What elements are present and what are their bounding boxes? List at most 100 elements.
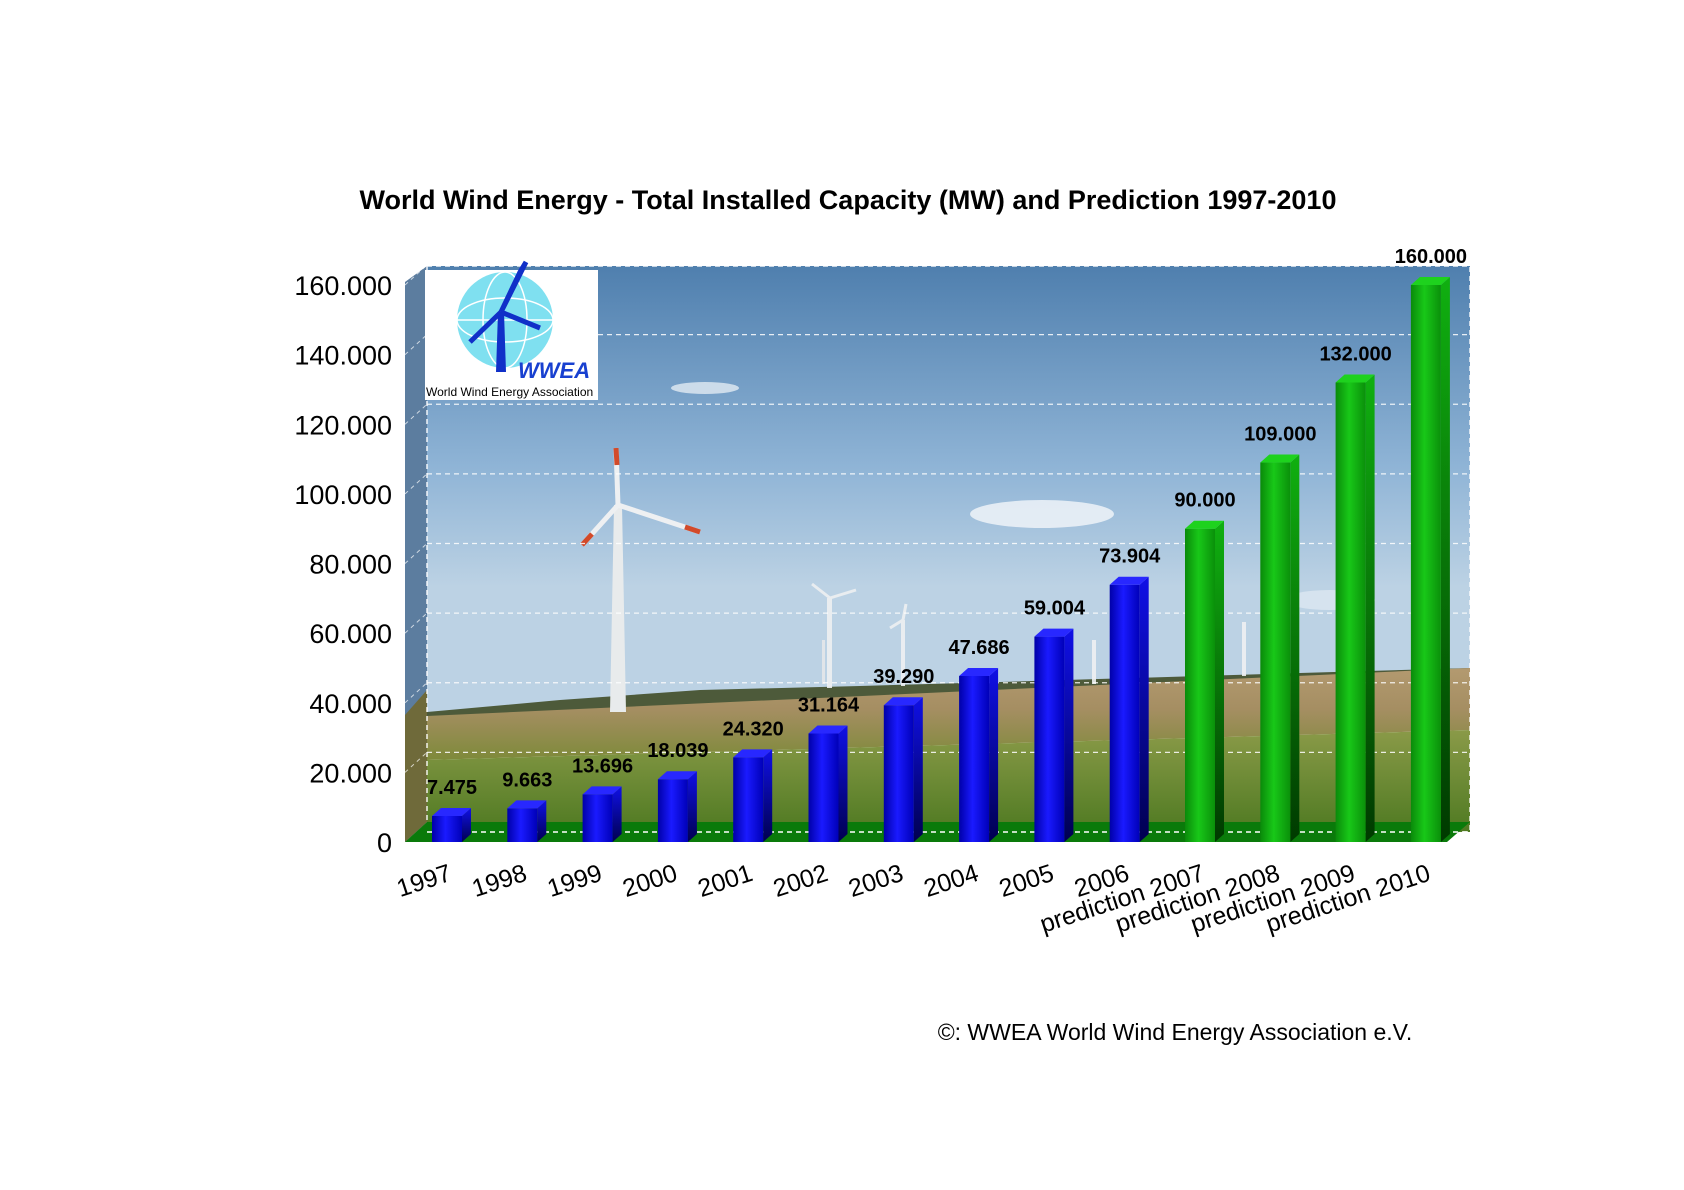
- turbine-logo-icon: [468, 260, 541, 372]
- y-tick-label: 80.000: [309, 550, 392, 580]
- x-tick-label: 2000: [619, 859, 681, 903]
- copyright-note: ©: WWEA World Wind Energy Association e.…: [938, 1019, 1413, 1045]
- bar-actual: [657, 771, 697, 842]
- bar-top: [1034, 628, 1074, 637]
- gridline: [404, 543, 428, 564]
- wwea-logo: WWEA World Wind Energy Association: [425, 260, 598, 400]
- logo-name: WWEA: [518, 358, 590, 383]
- data-label: 59.004: [1024, 598, 1086, 620]
- bar-side: [612, 786, 622, 842]
- data-label: 47.686: [949, 637, 1010, 659]
- data-label: 132.000: [1319, 343, 1391, 365]
- y-axis: 0 20.000 40.000 60.000 80.000 100.000 120.000 1…: [294, 271, 392, 858]
- gridline: [404, 682, 428, 704]
- bar-actual: [733, 749, 773, 842]
- y-tick-label: 60.000: [309, 619, 392, 649]
- x-axis: 1997 1998 1999 2000 2001 2002 2003 2004 2005 2006…: [393, 859, 1433, 938]
- y-tick-label: 140.000: [294, 341, 392, 371]
- y-tick-label: 160.000: [294, 271, 392, 301]
- bar-side: [1440, 277, 1450, 842]
- data-label: 109.000: [1244, 424, 1316, 446]
- bar-top: [657, 771, 697, 780]
- x-tick-label: 2001: [694, 859, 756, 903]
- x-tick-label: 2005: [996, 859, 1058, 903]
- bar-top: [883, 697, 923, 706]
- bar-prediction: [1260, 454, 1300, 842]
- y-tick-label: 40.000: [309, 689, 392, 719]
- y-tick-label: 0: [377, 828, 392, 858]
- bar-front: [808, 733, 839, 842]
- bar-top: [1185, 520, 1224, 529]
- x-tick-label: 1997: [393, 859, 455, 903]
- bar-front: [1335, 382, 1366, 842]
- gridline: [404, 264, 428, 286]
- bar-side: [687, 771, 697, 842]
- data-label: 31.164: [798, 695, 860, 717]
- bar-front: [1410, 285, 1441, 842]
- bar-side: [1290, 454, 1300, 842]
- bar-side: [1215, 520, 1224, 842]
- data-label: 39.290: [873, 666, 934, 688]
- data-label: 7.475: [427, 777, 477, 799]
- bar-actual: [582, 786, 622, 842]
- y-tick-label: 120.000: [294, 410, 392, 440]
- gridline: [404, 334, 428, 355]
- y-tick-label: 100.000: [294, 480, 392, 510]
- gridline: [404, 403, 428, 425]
- gridline: [404, 612, 428, 634]
- bar-front: [432, 815, 462, 842]
- data-label: 18.039: [647, 740, 708, 762]
- bar-front: [1034, 636, 1065, 842]
- data-label: 9.663: [502, 769, 552, 791]
- bar-actual: [1109, 576, 1149, 842]
- y-tick-label: 20.000: [309, 758, 392, 788]
- bar-prediction: [1410, 277, 1450, 842]
- data-label: 73.904: [1099, 546, 1161, 568]
- bar-actual: [1034, 628, 1074, 842]
- bar-front: [733, 757, 764, 842]
- bar-top: [733, 749, 773, 758]
- x-tick-label: 1999: [544, 859, 606, 903]
- data-label: 24.320: [723, 718, 784, 740]
- x-tick-label: 2002: [770, 859, 832, 903]
- bar-front: [507, 808, 538, 842]
- data-labels: 7.475 9.663 13.696 18.039 24.320 31.164 39.290…: [427, 246, 1467, 799]
- bar-side: [913, 697, 923, 842]
- bar-side: [838, 725, 848, 842]
- bar-top: [507, 800, 547, 809]
- bar-side: [989, 667, 999, 842]
- bar-actual: [959, 667, 999, 842]
- wind-turbine-icon: [811, 582, 1246, 688]
- bar-prediction: [1185, 520, 1224, 842]
- bar-top: [1335, 374, 1375, 383]
- bar-front: [657, 779, 688, 842]
- bar-front: [883, 705, 914, 842]
- bar-front: [582, 794, 613, 842]
- gridline: [404, 473, 428, 495]
- bar-side: [763, 749, 773, 842]
- bar-top: [582, 786, 622, 795]
- bar-actual: [808, 725, 848, 842]
- bar-side: [462, 807, 471, 842]
- bar-side: [1064, 628, 1074, 842]
- bar-side: [537, 800, 547, 842]
- data-label: 13.696: [572, 755, 633, 777]
- gridline: [404, 752, 428, 773]
- bar-actual: [883, 697, 923, 842]
- bar-top: [808, 725, 848, 734]
- bar-prediction: [1335, 374, 1375, 842]
- bar-front: [959, 675, 990, 842]
- bar-side: [1139, 576, 1149, 842]
- bar-front: [1260, 462, 1291, 842]
- bars: [432, 277, 1450, 842]
- bar-top: [959, 667, 999, 676]
- bar-actual: [432, 807, 471, 842]
- logo-subtitle: World Wind Energy Association: [426, 385, 593, 399]
- bar-actual: [507, 800, 547, 842]
- bar-side: [1365, 374, 1375, 842]
- bar-top: [1260, 454, 1300, 463]
- bar-front: [1185, 528, 1215, 842]
- bar-top: [1410, 277, 1450, 285]
- x-tick-label: 2004: [920, 859, 982, 903]
